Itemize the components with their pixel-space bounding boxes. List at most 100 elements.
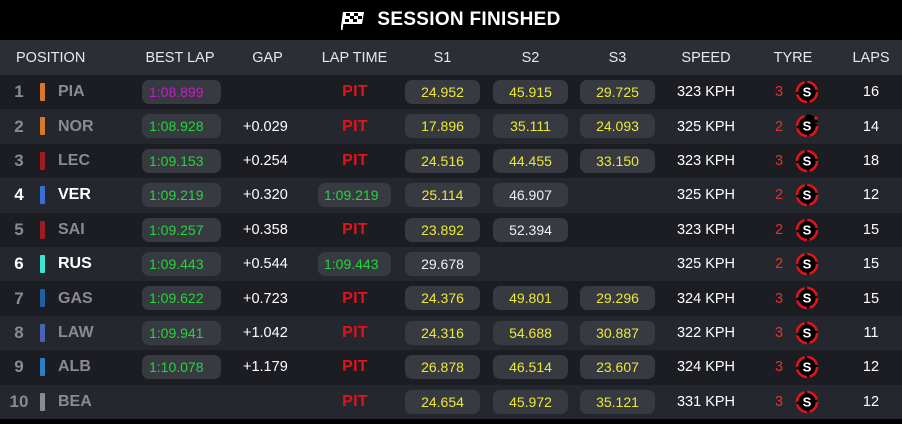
best-lap-time: 1:09.153: [142, 148, 221, 173]
speed-value: 323 KPH: [676, 221, 736, 238]
soft-tyre-icon: S: [795, 114, 819, 138]
svg-text:S: S: [803, 119, 812, 134]
header-position: POSITION: [16, 49, 86, 66]
gap-value: +0.029: [243, 118, 288, 135]
soft-tyre-icon: S: [795, 390, 819, 413]
header-best-lap: BEST LAP: [145, 49, 215, 66]
page-title: SESSION FINISHED: [377, 9, 561, 30]
sector-2-time: 46.514: [493, 355, 568, 380]
tyre-age: 3: [774, 84, 784, 101]
table-row[interactable]: 8 LAW 1:09.941 +1.042 PIT 24.316 54.688 30.887 3…: [0, 315, 902, 351]
sector-2-time: 44.455: [493, 148, 568, 173]
header-laps: LAPS: [852, 49, 890, 66]
laps-count: 14: [862, 118, 880, 135]
team-color-bar: [40, 220, 45, 239]
team-color-bar: [40, 254, 45, 273]
sector-1-time: 26.878: [405, 355, 480, 380]
soft-tyre-icon: S: [795, 218, 819, 241]
sector-1-time: 29.678: [405, 251, 480, 276]
table-row[interactable]: 6 RUS 1:09.443 +0.544 1:09.443 29.678 325 KPH 2…: [0, 246, 902, 282]
table-row[interactable]: 7 GAS 1:09.622 +0.723 PIT 24.376 49.801 29.296 3…: [0, 281, 902, 316]
best-lap-time: 1:09.443: [142, 251, 221, 276]
tyre-age: 2: [774, 118, 784, 135]
team-color-bar: [40, 186, 45, 205]
sector-2-time: 45.972: [493, 389, 568, 414]
best-lap-time: 1:08.899: [142, 80, 221, 104]
gap-value: +0.254: [243, 152, 288, 169]
soft-tyre-icon: S: [795, 321, 819, 345]
laps-count: 15: [862, 221, 880, 238]
table-row[interactable]: 4 VER 1:09.219 +0.320 1:09.219 25.114 46.907 32…: [0, 178, 902, 213]
best-lap-time: 1:10.078: [142, 355, 221, 380]
tyre-age: 3: [774, 393, 784, 410]
sector-1-time: 23.892: [405, 217, 480, 242]
driver-code: PIA: [58, 83, 85, 101]
table-row[interactable]: 3 LEC 1:09.153 +0.254 PIT 24.516 44.455 33.150 3…: [0, 143, 902, 179]
driver-code: VER: [58, 186, 91, 204]
table-body: 1 PIA 1:08.899 PIT 24.952 45.915 29.725 323 KPH…: [0, 75, 902, 419]
speed-value: 323 KPH: [676, 84, 736, 101]
gap-value: +0.544: [243, 256, 288, 273]
sector-1-time: 24.376: [405, 286, 480, 311]
gap-value: +1.042: [243, 324, 288, 341]
lap-time: 1:09.443: [318, 251, 391, 276]
speed-value: 331 KPH: [676, 393, 736, 410]
table-row[interactable]: 1 PIA 1:08.899 PIT 24.952 45.915 29.725 323 KPH…: [0, 75, 902, 110]
svg-text:S: S: [803, 394, 812, 409]
laps-count: 15: [862, 290, 880, 307]
sector-3-time: 29.725: [580, 80, 655, 104]
header-s1: S1: [433, 49, 452, 66]
tyre-age: 2: [774, 221, 784, 238]
gap-value: +1.179: [243, 359, 288, 376]
timing-table: POSITION BEST LAP GAP LAP TIME S1 S2 S3 …: [0, 40, 902, 419]
team-color-bar: [40, 289, 45, 308]
sector-1-time: 25.114: [405, 183, 480, 208]
header-speed: SPEED: [681, 49, 731, 66]
laps-count: 12: [862, 393, 880, 410]
team-color-bar: [40, 358, 45, 377]
lap-time: 1:09.219: [318, 183, 391, 208]
driver-code: LEC: [58, 151, 90, 169]
svg-text:S: S: [803, 153, 812, 168]
speed-value: 324 KPH: [676, 290, 736, 307]
sector-1-time: 17.896: [405, 114, 480, 139]
header-gap: GAP: [252, 49, 283, 66]
position-number: 10: [9, 391, 29, 411]
sector-3-time: 24.093: [580, 114, 655, 139]
soft-tyre-icon: S: [795, 80, 819, 104]
gap-value: +0.723: [243, 290, 288, 307]
pit-indicator: PIT: [342, 83, 368, 101]
svg-text:S: S: [803, 256, 812, 271]
gap-value: +0.358: [243, 221, 288, 238]
soft-tyre-icon: S: [795, 183, 819, 207]
sector-3-time: 35.121: [580, 389, 655, 414]
sector-1-time: 24.654: [405, 389, 480, 414]
sector-2-time: 52.394: [493, 217, 568, 242]
speed-value: 325 KPH: [676, 256, 736, 273]
svg-text:S: S: [803, 325, 812, 340]
soft-tyre-icon: S: [795, 355, 819, 379]
checkered-flag-icon: [341, 11, 365, 31]
table-row[interactable]: 2 NOR 1:08.928 +0.029 PIT 17.896 35.111 24.093 3…: [0, 109, 902, 144]
laps-count: 11: [863, 324, 879, 341]
best-lap-time: 1:09.941: [142, 320, 221, 345]
sector-3-time: 29.296: [580, 286, 655, 311]
table-row[interactable]: 9 ALB 1:10.078 +1.179 PIT 26.878 46.514 23.607 3…: [0, 350, 902, 385]
position-number: 8: [14, 322, 24, 342]
driver-code: ALB: [58, 358, 91, 376]
pit-indicator: PIT: [342, 220, 368, 238]
team-color-bar: [40, 323, 45, 342]
tyre-age: 3: [774, 290, 784, 307]
header-s2: S2: [521, 49, 540, 66]
table-header: POSITION BEST LAP GAP LAP TIME S1 S2 S3 …: [0, 40, 902, 75]
position-number: 1: [14, 82, 24, 102]
sector-2-time: 35.111: [493, 114, 568, 139]
sector-2-time: 49.801: [493, 286, 568, 311]
pit-indicator: PIT: [342, 151, 368, 169]
pit-indicator: PIT: [342, 323, 368, 341]
table-row[interactable]: 10 BEA PIT 24.654 45.972 35.121 331 KPH 3 S 12: [0, 384, 902, 419]
sector-1-time: 24.316: [405, 320, 480, 345]
soft-tyre-icon: S: [795, 252, 819, 276]
table-row[interactable]: 5 SAI 1:09.257 +0.358 PIT 23.892 52.394 323 KPH…: [0, 212, 902, 247]
pit-indicator: PIT: [342, 289, 368, 307]
